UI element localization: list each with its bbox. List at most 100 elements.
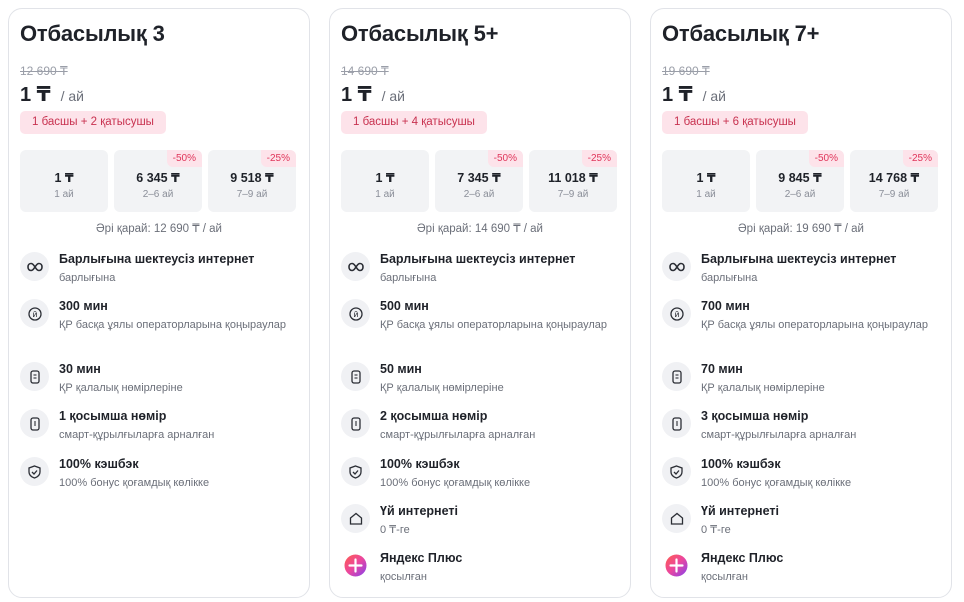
smart-device-icon [20, 409, 49, 438]
period-label: 1 ай [54, 189, 74, 200]
yandex-plus-icon [662, 551, 691, 580]
svg-text:й: й [32, 310, 37, 319]
period-label: 2–6 ай [142, 189, 174, 200]
period-option[interactable]: -25% 9 518 ₸ 7–9 ай [208, 150, 296, 212]
period-label: 1 ай [375, 189, 395, 200]
feature-subtitle: ҚР қалалық нөмірлеріне [701, 382, 825, 394]
feature-title: 300 мин [59, 299, 108, 313]
period-option[interactable]: -25% 14 768 ₸ 7–9 ай [850, 150, 938, 212]
period-option[interactable]: 1 ₸ 1 ай [662, 150, 750, 212]
period-price: 9 845 ₸ [778, 171, 822, 185]
shield-check-icon [341, 457, 370, 486]
discount-badge: -50% [166, 150, 202, 167]
members-badge: 1 басшы + 6 қатысушы [662, 111, 808, 134]
feature-subtitle: 100% бонус қоғамдық көлікке [380, 477, 531, 489]
old-price: 19 690 ₸ [662, 64, 710, 78]
smart-device-icon [341, 409, 370, 438]
period-label: 7–9 ай [557, 189, 589, 200]
plan-title: Отбасылық 7+ [662, 21, 820, 46]
period-price: 1 ₸ [54, 171, 74, 185]
feature-subtitle: 0 ₸-ге [701, 524, 731, 536]
plan-card-2[interactable]: Отбасылық 5+ 14 690 ₸ 1 ₸ / ай 1 басшы +… [329, 8, 631, 598]
feature-subtitle: ҚР басқа ұялы операторларына қоңыраулар [380, 319, 607, 331]
feature-title: Үй интернеті [701, 504, 779, 518]
period-label: 7–9 ай [878, 189, 910, 200]
period-price: 6 345 ₸ [136, 171, 180, 185]
period-price: 9 518 ₸ [230, 171, 274, 185]
feature-subtitle: 100% бонус қоғамдық көлікке [701, 477, 852, 489]
after-price-note: Әрі қарай: 12 690 ₸ / ай [96, 223, 222, 235]
feature-subtitle: ҚР басқа ұялы операторларына қоңыраулар [701, 319, 928, 331]
feature-title: 700 мин [701, 299, 750, 313]
period-price: 14 768 ₸ [868, 171, 920, 185]
price-row: 1 ₸ / ай [662, 82, 726, 107]
feature-subtitle: 100% бонус қоғамдық көлікке [59, 477, 210, 489]
yandex-plus-icon [341, 551, 370, 580]
after-price-note: Әрі қарай: 14 690 ₸ / ай [417, 223, 543, 235]
smartphone-icon [20, 362, 49, 391]
plan-card-3[interactable]: Отбасылық 7+ 19 690 ₸ 1 ₸ / ай 1 басшы +… [650, 8, 952, 598]
period-price: 11 018 ₸ [548, 171, 598, 185]
period-options: 1 ₸ 1 ай -50% 6 345 ₸ 2–6 ай -25% 9 518 … [20, 150, 296, 212]
smartphone-icon [662, 362, 691, 391]
period-price: 1 ₸ [696, 171, 716, 185]
members-badge: 1 басшы + 2 қатысушы [20, 111, 166, 134]
feature-subtitle: смарт-құрылғыларға арналған [701, 429, 857, 441]
price-row: 1 ₸ / ай [20, 82, 84, 107]
feature-subtitle: барлығына [59, 272, 116, 284]
feature-title: Барлығына шектеусіз интернет [380, 252, 576, 266]
current-price: 1 ₸ [341, 84, 372, 106]
price-row: 1 ₸ / ай [341, 82, 405, 107]
infinity-icon [341, 252, 370, 281]
plan-card-1[interactable]: Отбасылық 3 12 690 ₸ 1 ₸ / ай 1 басшы + … [8, 8, 310, 598]
feature-title: Үй интернеті [380, 504, 458, 518]
home-icon [341, 504, 370, 533]
svg-text:й: й [353, 310, 358, 319]
feature-title: 1 қосымша нөмір [59, 409, 167, 423]
period-options: 1 ₸ 1 ай -50% 7 345 ₸ 2–6 ай -25% 11 018… [341, 150, 617, 212]
plan-title: Отбасылық 3 [20, 21, 165, 46]
shield-check-icon [20, 457, 49, 486]
feature-title: 70 мин [701, 362, 743, 376]
period-label: 2–6 ай [463, 189, 495, 200]
plan-title: Отбасылық 5+ [341, 21, 499, 46]
phone-call-icon: й [341, 299, 370, 328]
feature-title: 100% кэшбэк [701, 457, 781, 471]
feature-subtitle: ҚР қалалық нөмірлеріне [59, 382, 183, 394]
period-option[interactable]: -50% 9 845 ₸ 2–6 ай [756, 150, 844, 212]
period-option[interactable]: 1 ₸ 1 ай [341, 150, 429, 212]
price-period: / ай [381, 88, 405, 104]
period-option[interactable]: -25% 11 018 ₸ 7–9 ай [529, 150, 617, 212]
home-icon [662, 504, 691, 533]
infinity-icon [20, 252, 49, 281]
feature-title: Яндекс Плюс [701, 551, 784, 565]
feature-title: 500 мин [380, 299, 429, 313]
phone-call-icon: й [20, 299, 49, 328]
feature-subtitle: ҚР басқа ұялы операторларына қоңыраулар [59, 319, 286, 331]
feature-title: 50 мин [380, 362, 422, 376]
period-label: 7–9 ай [236, 189, 268, 200]
members-badge: 1 басшы + 4 қатысушы [341, 111, 487, 134]
feature-subtitle: 0 ₸-ге [380, 524, 410, 536]
feature-title: 2 қосымша нөмір [380, 409, 488, 423]
price-period: / ай [60, 88, 84, 104]
smart-device-icon [662, 409, 691, 438]
period-label: 2–6 ай [784, 189, 816, 200]
current-price: 1 ₸ [662, 84, 693, 106]
period-option[interactable]: -50% 7 345 ₸ 2–6 ай [435, 150, 523, 212]
feature-subtitle: қосылған [380, 571, 427, 583]
period-option[interactable]: -50% 6 345 ₸ 2–6 ай [114, 150, 202, 212]
discount-badge: -50% [808, 150, 844, 167]
period-price: 7 345 ₸ [457, 171, 501, 185]
feature-title: 100% кэшбэк [59, 457, 139, 471]
feature-subtitle: смарт-құрылғыларға арналған [380, 429, 536, 441]
discount-badge: -50% [487, 150, 523, 167]
svg-text:й: й [674, 310, 679, 319]
discount-badge: -25% [581, 150, 617, 167]
price-period: / ай [702, 88, 726, 104]
feature-title: Барлығына шектеусіз интернет [701, 252, 897, 266]
period-price: 1 ₸ [375, 171, 395, 185]
feature-title: 30 мин [59, 362, 101, 376]
feature-subtitle: барлығына [701, 272, 758, 284]
period-option[interactable]: 1 ₸ 1 ай [20, 150, 108, 212]
